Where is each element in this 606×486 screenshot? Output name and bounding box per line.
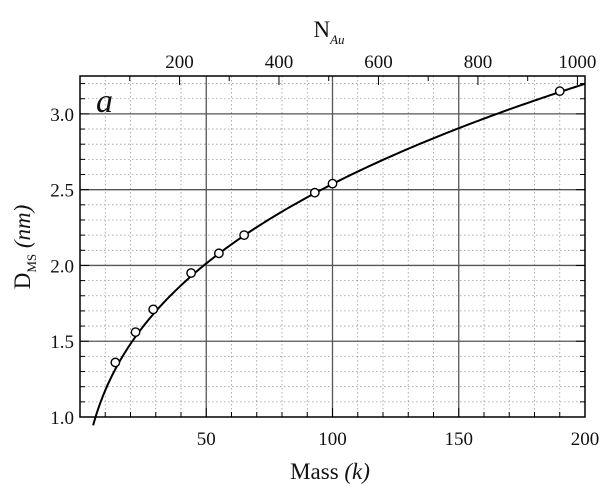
top-tick-label: 1000: [558, 52, 596, 73]
top-tick-label: 200: [165, 52, 194, 73]
y-tick-label: 1.5: [50, 332, 74, 353]
x-tick-labels: 50 100 150 200: [197, 429, 600, 450]
major-grid: [80, 76, 585, 417]
y-tick-labels: 1.0 1.5 2.0 2.5 3.0: [50, 105, 74, 429]
y-tick-label: 2.0: [50, 256, 74, 277]
data-point: [213, 248, 224, 259]
x-tick-label: 200: [571, 429, 600, 450]
data-point: [309, 187, 320, 198]
data-point: [554, 86, 565, 97]
data-point: [148, 304, 159, 315]
x-tick-label: 100: [318, 429, 347, 450]
panel-label: a: [96, 83, 113, 120]
top-axis-tick-labels: 200 400 600 800 1000: [165, 52, 596, 73]
data-point: [130, 327, 141, 338]
top-tick-label: 800: [464, 52, 493, 73]
y-tick-label: 1.0: [50, 408, 74, 429]
y-tick-label: 2.5: [50, 181, 74, 202]
data-point: [239, 230, 250, 241]
data-point: [186, 268, 197, 278]
y-axis-title: DMS (nm): [10, 205, 39, 290]
x-tick-label: 150: [445, 429, 474, 450]
fit-curve: [92, 82, 586, 426]
x-tick-label: 50: [197, 429, 216, 450]
x-axis-title: Mass (k): [290, 459, 370, 484]
top-tick-label: 400: [265, 52, 294, 73]
axis-ticks: [80, 76, 585, 417]
top-axis-title: NAu: [313, 17, 345, 47]
data-point: [110, 357, 121, 368]
top-tick-label: 600: [364, 52, 393, 73]
data-markers: [110, 86, 565, 368]
data-point: [327, 178, 338, 189]
y-tick-label: 3.0: [50, 105, 74, 126]
